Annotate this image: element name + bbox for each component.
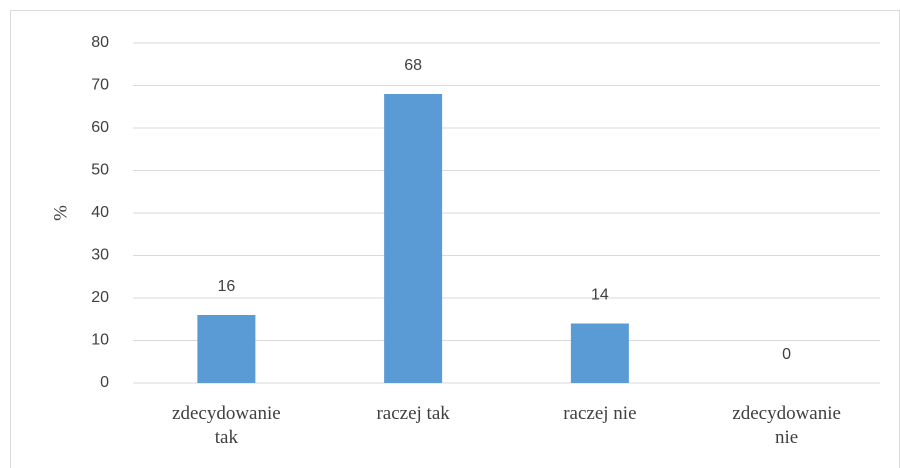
- bar: [384, 94, 443, 383]
- y-tick-label: 30: [91, 247, 109, 264]
- data-label: 68: [404, 57, 422, 74]
- y-tick-label: 20: [91, 289, 109, 306]
- y-tick-label: 70: [91, 77, 109, 94]
- bar: [570, 323, 629, 383]
- y-tick-label: 50: [91, 162, 109, 179]
- x-tick-label: zdecydowanie tak: [172, 403, 281, 448]
- y-tick-label: 40: [91, 204, 109, 221]
- data-label: 14: [591, 287, 609, 304]
- data-label: 0: [782, 346, 791, 363]
- x-tick-label: raczej nie: [563, 403, 637, 424]
- chart-border: [10, 10, 900, 468]
- y-tick-label: 60: [91, 119, 109, 136]
- data-label: 16: [217, 278, 235, 295]
- y-axis-label: %: [50, 205, 71, 221]
- x-tick-label: raczej tak: [376, 403, 450, 424]
- y-tick-label: 10: [91, 332, 109, 349]
- y-tick-label: 80: [91, 34, 109, 51]
- x-tick-label: zdecydowanie nie: [732, 403, 841, 448]
- bar: [197, 315, 256, 383]
- y-tick-label: 0: [100, 374, 109, 391]
